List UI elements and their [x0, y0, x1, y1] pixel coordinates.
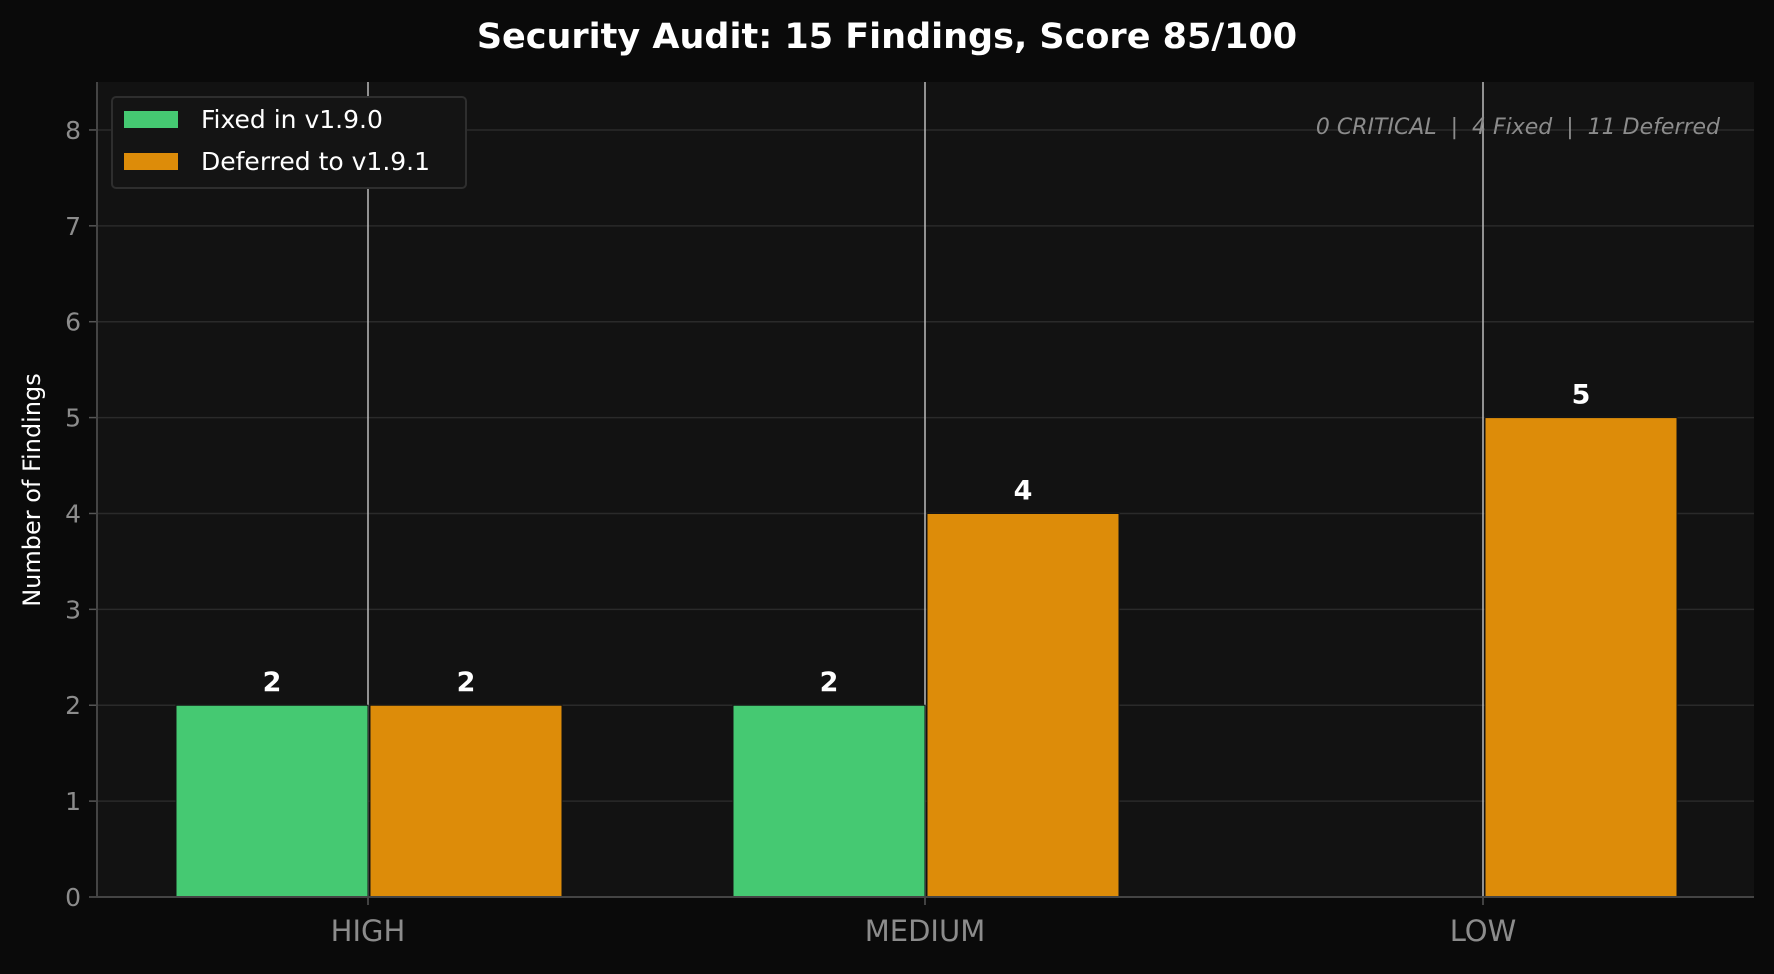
y-tick-label: 5: [65, 404, 81, 433]
y-tick-label: 4: [65, 499, 81, 528]
y-tick-label: 6: [65, 308, 81, 337]
legend-box: [111, 96, 467, 189]
chart-title: Security Audit: 15 Findings, Score 85/10…: [477, 17, 1297, 57]
x-tick-label-low: LOW: [1450, 914, 1517, 948]
bar-deferred-high: [369, 704, 563, 898]
x-tick-label-high: HIGH: [331, 914, 406, 948]
bar-fixed-high: [175, 704, 369, 898]
legend: Fixed in v1.9.0 Deferred to v1.9.1: [111, 96, 467, 189]
legend-swatch-fixed: [124, 111, 178, 128]
y-tick-label: 8: [65, 116, 81, 145]
summary-annotation: 0 CRITICAL | 4 Fixed | 11 Deferred: [1316, 115, 1721, 140]
y-tick-label: 1: [65, 787, 81, 816]
y-axis-label: Number of Findings: [18, 373, 46, 607]
legend-label-fixed: Fixed in v1.9.0: [201, 105, 383, 134]
data-label: 2: [820, 667, 839, 698]
legend-swatch-deferred: [124, 153, 178, 170]
bar-deferred-medium: [926, 512, 1120, 898]
bar-deferred-low: [1484, 417, 1678, 898]
y-tick-label: 3: [65, 595, 81, 624]
x-tick-label-medium: MEDIUM: [865, 914, 985, 948]
y-tick-label: 2: [65, 691, 81, 720]
data-label: 4: [1014, 475, 1033, 506]
y-tick-label: 0: [65, 883, 81, 912]
data-label: 2: [457, 667, 476, 698]
y-tick-label: 7: [65, 212, 81, 241]
data-label: 5: [1572, 380, 1591, 411]
bar-fixed-medium: [732, 704, 926, 898]
legend-label-deferred: Deferred to v1.9.1: [201, 147, 430, 176]
data-label: 2: [263, 667, 282, 698]
